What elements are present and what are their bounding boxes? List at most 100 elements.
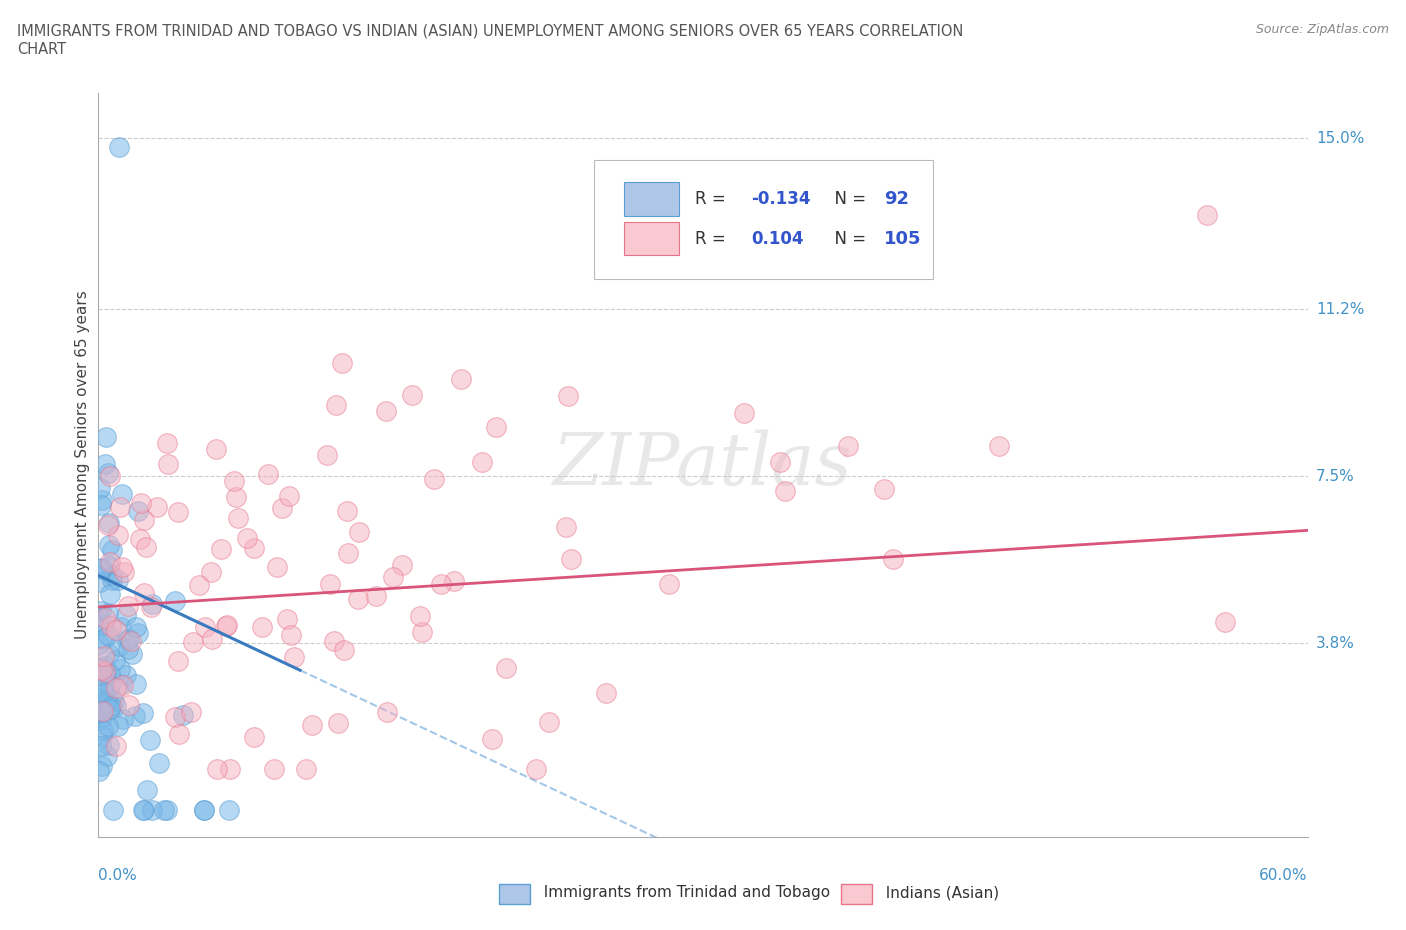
Point — [90, 604, 112, 618]
Point — [93, 649, 115, 664]
Point — [98, 647, 121, 662]
Point — [115, 668, 138, 683]
Point — [366, 588, 388, 603]
Point — [136, 782, 159, 797]
Point — [837, 439, 859, 454]
Text: 92: 92 — [884, 191, 910, 208]
Point — [256, 467, 278, 482]
Point — [89, 712, 111, 727]
Point — [98, 586, 121, 601]
Text: 105: 105 — [884, 230, 922, 247]
Point — [117, 642, 139, 657]
Point — [91, 704, 114, 719]
FancyBboxPatch shape — [595, 160, 932, 279]
Point — [873, 482, 896, 497]
Point — [98, 678, 121, 693]
Text: 15.0%: 15.0% — [1316, 130, 1364, 146]
Point — [97, 719, 120, 734]
Point — [100, 543, 122, 558]
Point — [91, 685, 114, 700]
Point — [89, 480, 111, 495]
Point — [108, 499, 131, 514]
Point — [328, 715, 350, 730]
Point — [111, 560, 134, 575]
Point — [103, 694, 125, 709]
Point — [120, 633, 142, 648]
Point — [124, 709, 146, 724]
Point — [209, 541, 232, 556]
Point — [107, 528, 129, 543]
Point — [471, 454, 494, 469]
Point — [330, 355, 353, 370]
Text: 0.104: 0.104 — [751, 230, 804, 247]
Point — [98, 702, 121, 717]
Point — [347, 591, 370, 606]
Point — [118, 631, 141, 646]
Point — [769, 455, 792, 470]
Point — [146, 499, 169, 514]
Point — [127, 504, 149, 519]
Point — [243, 730, 266, 745]
Text: R =: R = — [695, 230, 731, 247]
Point — [538, 714, 561, 729]
Point — [733, 405, 755, 420]
Point — [323, 634, 346, 649]
Point — [97, 538, 120, 552]
Point — [91, 492, 114, 507]
Point — [118, 698, 141, 712]
Point — [94, 610, 117, 625]
Point — [97, 559, 120, 574]
FancyBboxPatch shape — [624, 221, 679, 255]
Point — [101, 567, 124, 582]
Point — [242, 541, 264, 556]
Text: ZIPatlas: ZIPatlas — [553, 430, 853, 500]
Point — [408, 608, 430, 623]
Point — [135, 539, 157, 554]
Point — [200, 565, 222, 579]
Text: 7.5%: 7.5% — [1316, 469, 1354, 484]
Point — [316, 447, 339, 462]
Point — [139, 600, 162, 615]
Point — [98, 515, 121, 530]
Point — [90, 729, 112, 744]
Point — [134, 512, 156, 527]
Point — [87, 608, 110, 623]
Point — [89, 692, 111, 707]
Text: CHART: CHART — [17, 42, 66, 57]
Point — [90, 710, 112, 724]
Point — [134, 586, 156, 601]
Point — [97, 738, 120, 753]
Point — [91, 561, 114, 576]
Point — [104, 652, 127, 667]
Point — [90, 498, 112, 512]
Point — [450, 372, 472, 387]
FancyBboxPatch shape — [624, 182, 679, 216]
Point — [127, 626, 149, 641]
Point — [97, 465, 120, 480]
Point — [381, 570, 404, 585]
Point — [349, 525, 371, 540]
Point — [112, 565, 135, 579]
Point — [193, 803, 215, 817]
Point — [167, 726, 190, 741]
Point — [222, 473, 245, 488]
Point — [201, 631, 224, 646]
Point — [270, 500, 292, 515]
Point — [125, 619, 148, 634]
Point — [97, 518, 120, 533]
Point — [107, 719, 129, 734]
Point — [94, 694, 117, 709]
Point — [411, 624, 433, 639]
Point — [94, 664, 117, 679]
Point — [555, 520, 578, 535]
Point — [94, 457, 117, 472]
Point — [100, 618, 122, 633]
Point — [155, 803, 177, 817]
Point — [266, 559, 288, 574]
Text: N =: N = — [824, 191, 872, 208]
Point — [166, 504, 188, 519]
Point — [319, 577, 342, 591]
Point — [443, 574, 465, 589]
Point — [560, 551, 582, 566]
Text: Source: ZipAtlas.com: Source: ZipAtlas.com — [1256, 23, 1389, 36]
